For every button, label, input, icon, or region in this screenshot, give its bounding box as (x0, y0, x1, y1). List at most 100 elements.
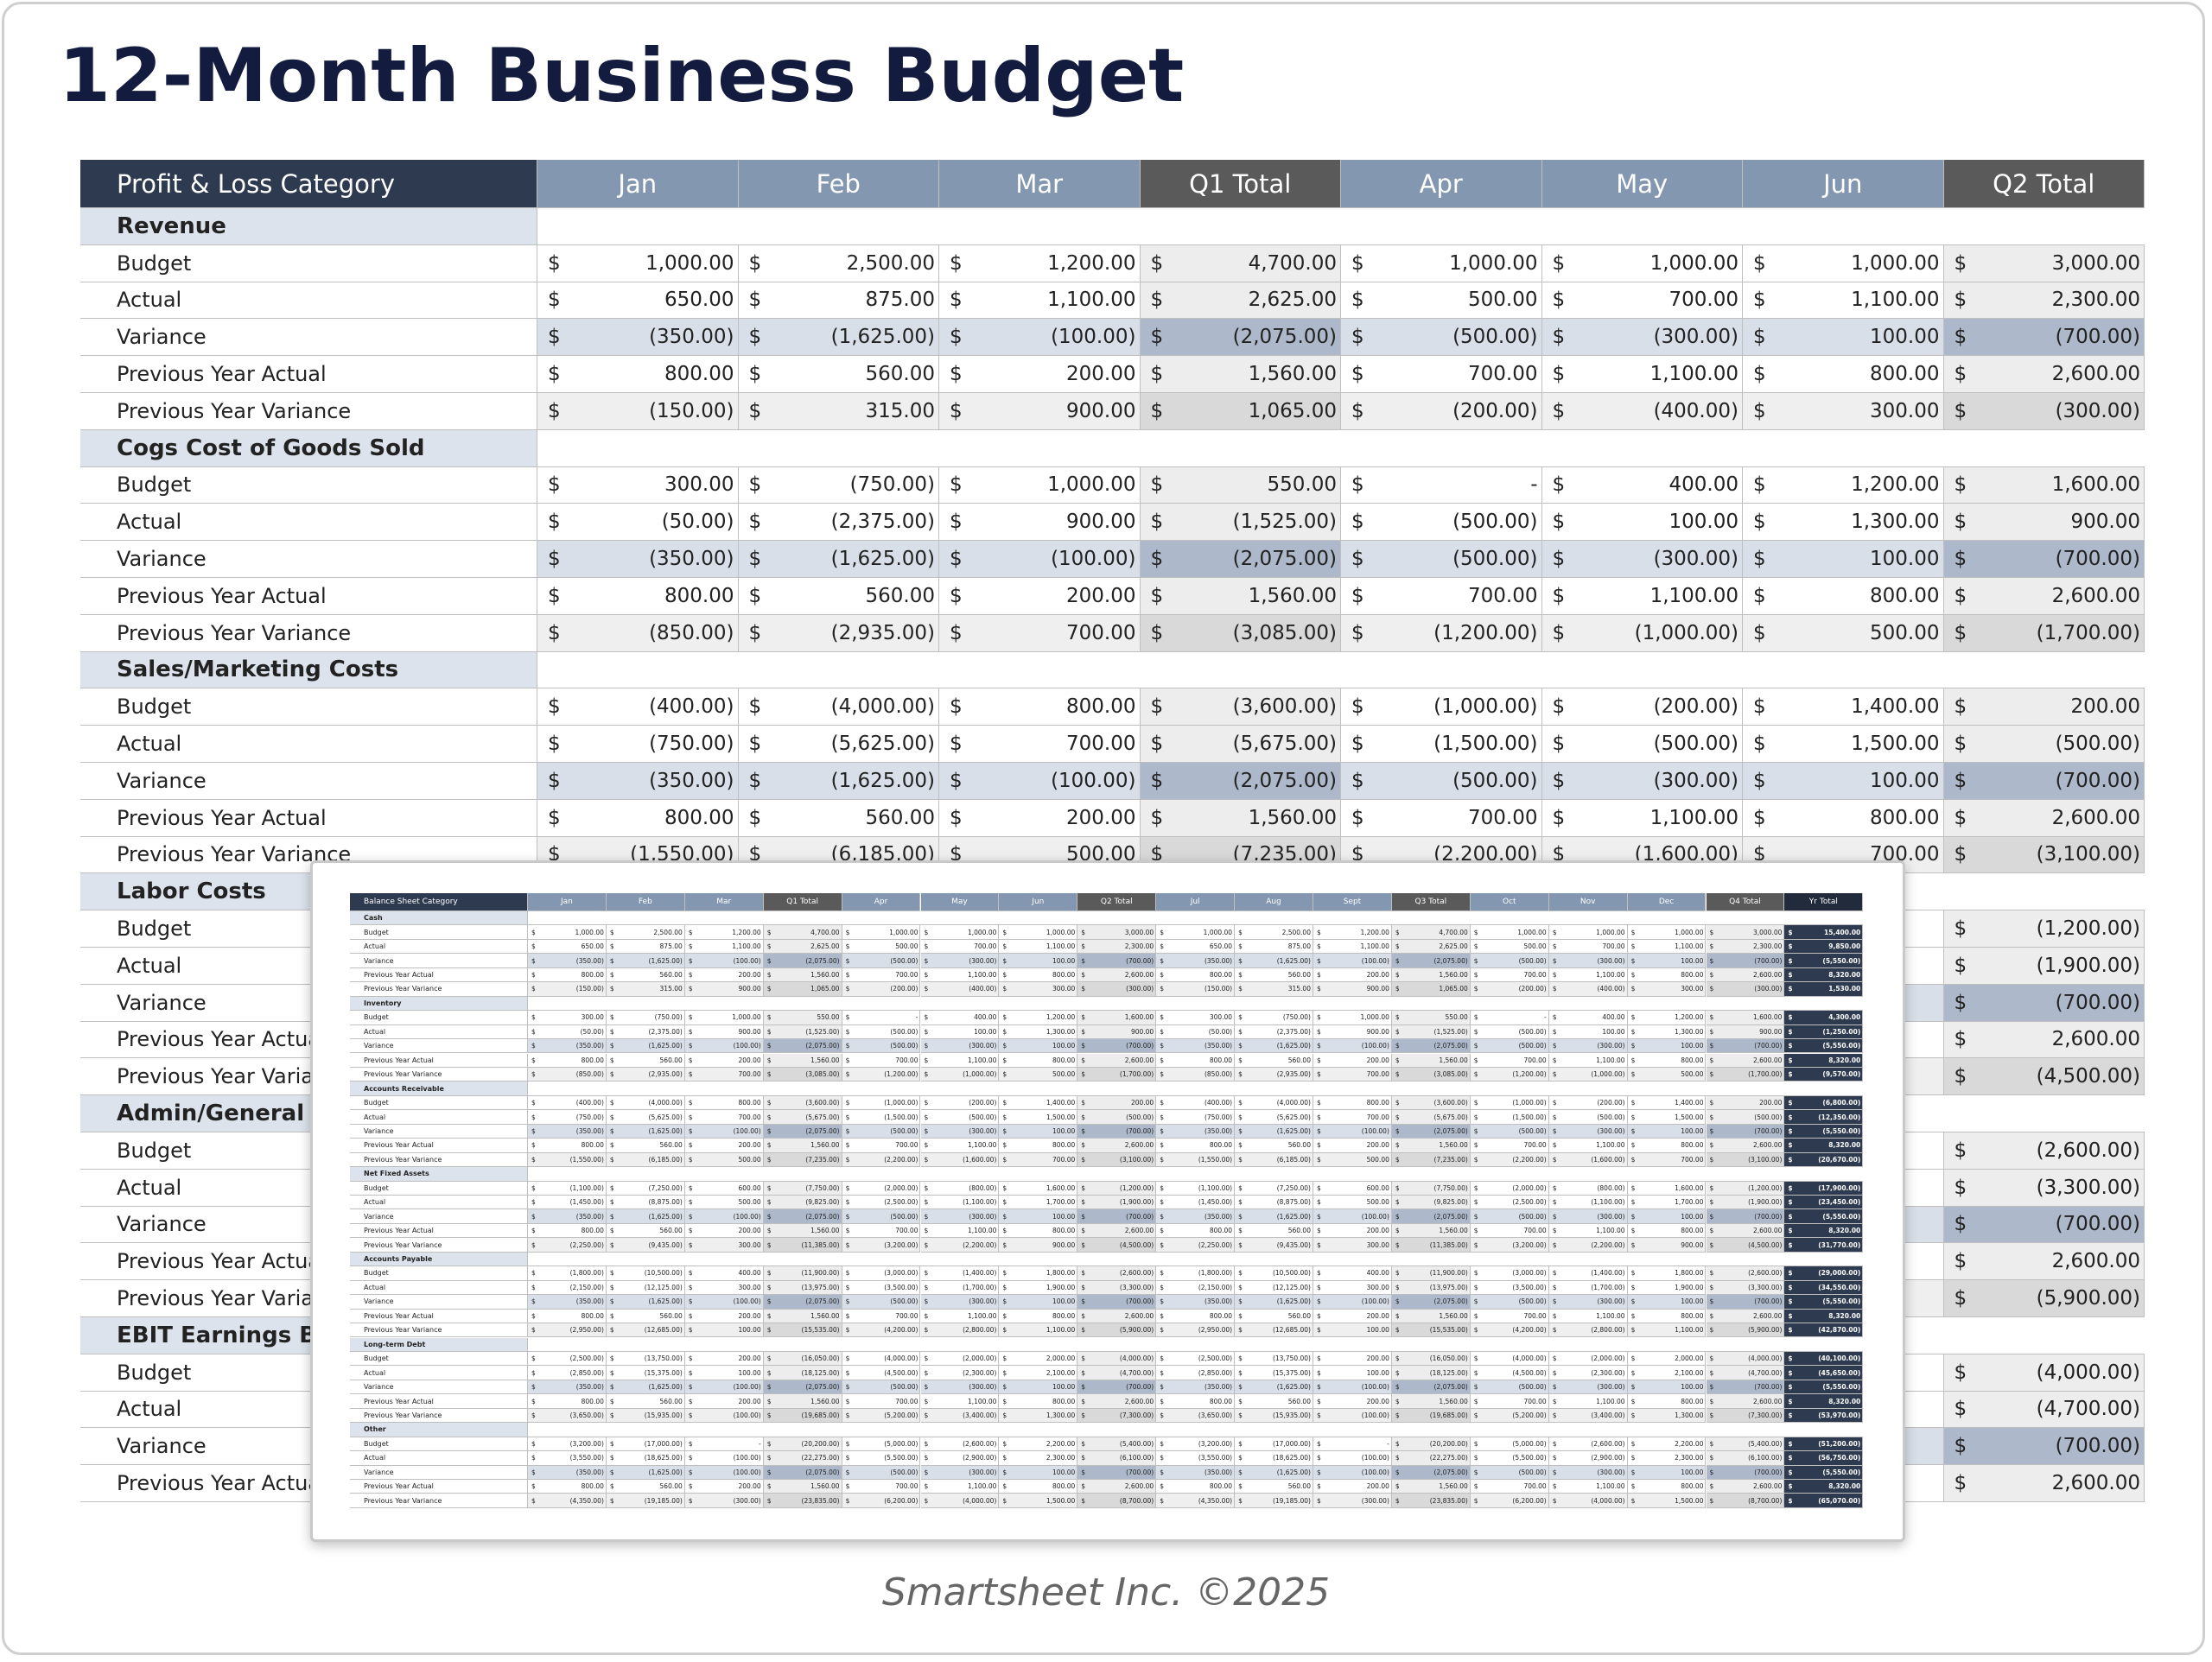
cell-value: 560.00 (659, 1141, 683, 1150)
cell-value: (3,600.00) (805, 1099, 840, 1107)
money-cell: $700.00 (1627, 1152, 1707, 1168)
label-cell: Variance (350, 1465, 528, 1480)
currency-symbol: $ (1150, 843, 1164, 866)
money-cell: $ (13,750.00) (606, 1351, 685, 1367)
currency-symbol: $ (1150, 399, 1164, 422)
cell-value: (22,275.00) (801, 1454, 840, 1462)
money-cell: $ (700.00) (1077, 1209, 1157, 1224)
money-cell: $900.00 (1943, 504, 2145, 542)
money-cell: $ (750.00) (1235, 1011, 1313, 1025)
money-cell: $ (700.00) (1706, 1295, 1785, 1310)
money-cell: $ (300.00) (920, 1295, 1000, 1310)
money-cell: $ (5,550.00) (1784, 1380, 1864, 1395)
money-cell: $ (2,000.00) (1470, 1181, 1549, 1196)
cell-value: (1,900.00) (1119, 1198, 1154, 1207)
currency-symbol: $ (1630, 1482, 1636, 1491)
cell-value: 100.00 (1681, 956, 1704, 965)
money-cell: $1,560.00 (1140, 578, 1341, 615)
money-cell: $ (1,200.00) (1341, 614, 1542, 652)
money-cell: $1,000.00 (1156, 925, 1236, 940)
currency-symbol: $ (1630, 1183, 1636, 1192)
cell-value: (51,200.00) (1818, 1439, 1861, 1448)
money-cell: $ (1,700.00) (920, 1280, 1000, 1296)
cell-value: 800.00 (1870, 363, 1940, 386)
currency-symbol: $ (1395, 928, 1400, 936)
currency-symbol: $ (1473, 1439, 1478, 1448)
currency-symbol: $ (1160, 1454, 1164, 1462)
section-cell: Inventory (350, 996, 528, 1012)
cell-value: (3,400.00) (1591, 1411, 1625, 1419)
currency-symbol: $ (1395, 1397, 1400, 1405)
cell-value: 1,400.00 (1851, 695, 1940, 719)
money-cell: $1,200.00 (939, 244, 1141, 282)
cell-value: 875.00 (1287, 942, 1311, 951)
cell-value: (10,500.00) (1272, 1269, 1311, 1278)
money-cell: $560.00 (1235, 1394, 1313, 1409)
cell-value: 800.00 (581, 1311, 604, 1320)
column-header: Apr (874, 898, 888, 906)
currency-symbol: $ (1788, 1454, 1793, 1462)
cell-value: (1,700.00) (1119, 1070, 1154, 1079)
cell-value: 700.00 (1523, 1227, 1547, 1235)
money-cell: $ (2,075.00) (763, 1295, 842, 1310)
currency-symbol: $ (950, 843, 963, 866)
currency-symbol: $ (924, 985, 929, 993)
money-cell: $1,000.00 (1548, 925, 1628, 940)
label-cell: Variance (350, 1380, 528, 1395)
cell-value: (5,500.00) (884, 1454, 918, 1462)
currency-symbol: $ (1081, 1439, 1086, 1448)
money-cell: $1,560.00 (1391, 1309, 1471, 1324)
currency-symbol: $ (1317, 1027, 1321, 1036)
money-cell: $1,200.00 (684, 925, 764, 940)
money-cell: $2,600.00 (1706, 1309, 1785, 1324)
currency-symbol: $ (688, 1368, 693, 1377)
cell-value: 700.00 (895, 1141, 918, 1150)
money-cell: $ (850.00) (537, 614, 739, 652)
money-cell: $ (200.00) (920, 1095, 1000, 1111)
money-cell: $ (5,500.00) (1470, 1451, 1549, 1466)
money-cell: $ (3,100.00) (1706, 1152, 1785, 1168)
money-cell: $2,600.00 (1706, 967, 1785, 983)
cell-value: 2,600.00 (1124, 1482, 1154, 1491)
currency-symbol: $ (1395, 1496, 1400, 1505)
money-cell: $ (500.00) (1470, 1124, 1549, 1139)
currency-symbol: $ (1238, 1496, 1243, 1505)
cell-value: (18,125.00) (1429, 1368, 1468, 1377)
money-cell: $ (15,935.00) (1235, 1408, 1313, 1424)
currency-symbol: $ (1753, 363, 1766, 386)
money-cell: $ (1,625.00) (738, 541, 939, 578)
cell-value: (700.00) (1754, 1126, 1783, 1135)
money-cell: $ (1,625.00) (1235, 1124, 1313, 1139)
cell-value: (300.00) (1126, 985, 1154, 993)
cell-value: 1,300.00 (1675, 1027, 1704, 1036)
currency-symbol: $ (1238, 971, 1243, 980)
cell-value: (15,375.00) (644, 1368, 683, 1377)
money-cell: $ (4,350.00) (528, 1494, 607, 1508)
cell-value: (100.00) (1361, 1297, 1389, 1306)
currency-symbol: $ (688, 1126, 693, 1135)
currency-symbol: $ (1351, 584, 1364, 607)
cell-value: 300.00 (1052, 985, 1076, 993)
currency-symbol: $ (950, 511, 963, 534)
money-cell: $ (1,700.00) (1077, 1067, 1157, 1082)
money-cell: $2,600.00 (1077, 1139, 1157, 1153)
currency-symbol: $ (924, 1113, 929, 1121)
money-cell: $700.00 (1541, 282, 1743, 320)
cell-value: (5,200.00) (884, 1411, 918, 1419)
money-cell: $560.00 (1235, 1053, 1313, 1068)
currency-symbol: $ (1395, 1354, 1400, 1363)
label-cell: Previous Year Variance (350, 1067, 528, 1082)
money-cell: $ (3,500.00) (842, 1280, 921, 1296)
money-cell: $700.00 (1470, 967, 1549, 983)
section-name: Revenue (117, 213, 226, 239)
currency-symbol: $ (1002, 1126, 1007, 1135)
label-cell: Previous Year Actual (80, 578, 537, 615)
cell-value: (4,350.00) (1198, 1496, 1233, 1505)
cell-value: - (1543, 1013, 1547, 1022)
cell-value: (350.00) (649, 326, 734, 349)
cell-value: 900.00 (1759, 1027, 1783, 1036)
cell-value: 800.00 (581, 1056, 604, 1064)
cell-value: (1,625.00) (648, 1042, 683, 1050)
currency-symbol: $ (531, 1397, 536, 1405)
currency-symbol: $ (1150, 289, 1164, 312)
